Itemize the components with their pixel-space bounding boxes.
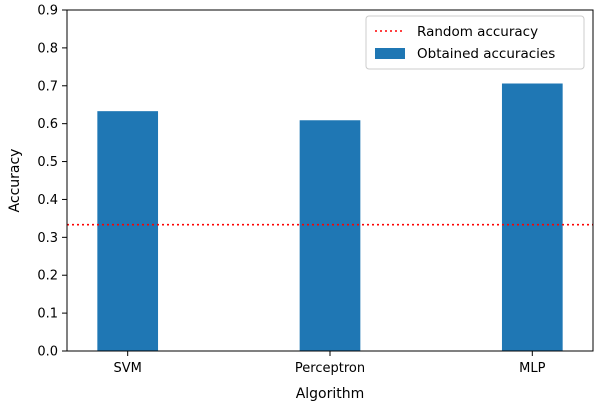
ticks-layer: 0.0 0.1 0.2 0.3 0.4 0.5 0.6 0.7 0.8 0.9 SVM Percept…: [37, 4, 545, 377]
bar-perceptron: [299, 120, 361, 351]
legend-obtained-accuracies-swatch: [375, 48, 405, 59]
y-tick-label: 0.6: [37, 117, 58, 132]
y-tick-label: 0.4: [37, 193, 58, 208]
legend-random-accuracy-label: Random accuracy: [417, 24, 538, 40]
x-tick-label: SVM: [114, 361, 142, 376]
x-axis-label: Algorithm: [296, 386, 365, 402]
y-tick-label: 0.5: [37, 155, 58, 170]
y-tick-label: 0.8: [37, 41, 58, 56]
y-tick-label: 0.0: [37, 345, 58, 360]
y-tick-label: 0.1: [37, 307, 58, 322]
plot-area-frame: [66, 9, 594, 352]
bars-layer: [97, 83, 563, 351]
legend-obtained-accuracies-label: Obtained accuracies: [417, 46, 555, 62]
bar-svm: [97, 111, 159, 351]
y-tick-label: 0.7: [37, 79, 58, 94]
y-tick-label: 0.3: [37, 231, 58, 246]
y-tick-label: 0.9: [37, 4, 58, 19]
legend-box: [365, 15, 585, 70]
y-axis-label: Accuracy: [7, 149, 23, 213]
y-tick-label: 0.2: [37, 269, 58, 284]
legend: Random accuracy Obtained accuracies: [365, 15, 585, 70]
bar-mlp: [501, 83, 563, 351]
x-tick-label: Perceptron: [295, 361, 365, 376]
x-tick-label: MLP: [519, 361, 545, 376]
